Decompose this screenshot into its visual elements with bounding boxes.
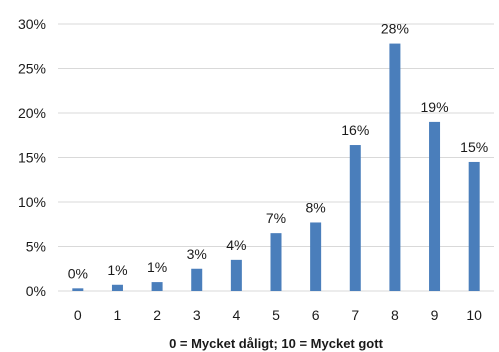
data-label: 15%	[460, 139, 488, 155]
bar	[191, 268, 203, 291]
gridlines	[58, 23, 494, 292]
x-tick-label: 10	[466, 307, 482, 323]
x-tick-label: 6	[312, 307, 320, 323]
x-axis-title: 0 = Mycket dåligt; 10 = Mycket gott	[169, 336, 384, 351]
data-label: 1%	[107, 262, 127, 278]
data-label: 16%	[341, 122, 369, 138]
y-tick-label: 20%	[18, 105, 46, 121]
data-label: 3%	[187, 246, 207, 262]
y-tick-label: 5%	[26, 239, 46, 255]
y-tick-label: 0%	[26, 283, 46, 299]
x-tick-label: 9	[431, 307, 439, 323]
x-tick-label: 8	[391, 307, 399, 323]
bar	[72, 288, 84, 291]
data-label: 8%	[306, 199, 326, 215]
bar	[310, 222, 322, 291]
bar	[349, 145, 361, 291]
data-label: 1%	[147, 259, 167, 275]
bar	[468, 161, 480, 291]
data-label: 0%	[68, 265, 88, 281]
bar	[389, 43, 401, 291]
y-tick-label: 25%	[18, 61, 46, 77]
bar	[151, 282, 163, 291]
bars	[72, 43, 480, 292]
x-tick-label: 0	[74, 307, 82, 323]
x-tick-label: 1	[114, 307, 122, 323]
bar	[270, 233, 282, 291]
x-tick-label: 3	[193, 307, 201, 323]
bar	[230, 259, 242, 291]
data-label: 19%	[421, 99, 449, 115]
data-labels: 0% 1% 1% 3% 4% 7% 8% 16% 28% 19% 15%	[68, 21, 488, 282]
y-tick-label: 10%	[18, 194, 46, 210]
y-tick-label: 15%	[18, 150, 46, 166]
bar	[111, 284, 123, 291]
data-label: 4%	[226, 237, 246, 253]
x-tick-label: 4	[232, 307, 240, 323]
x-tick-label: 2	[153, 307, 161, 323]
data-label: 7%	[266, 210, 286, 226]
data-label: 28%	[381, 21, 409, 37]
x-tick-label: 5	[272, 307, 280, 323]
y-tick-label: 30%	[18, 16, 46, 32]
x-axis-tick-labels: 0 1 2 3 4 5 6 7 8 9 10	[74, 307, 482, 323]
bar	[429, 121, 441, 292]
y-axis-tick-labels: 0% 5% 10% 15% 20% 25% 30%	[18, 16, 46, 299]
x-tick-label: 7	[351, 307, 359, 323]
